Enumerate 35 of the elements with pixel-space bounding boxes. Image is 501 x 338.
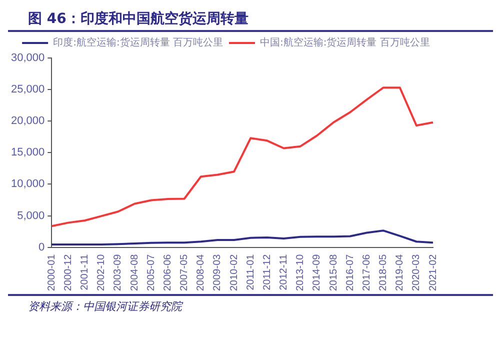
x-tick-label: 2000-12 bbox=[62, 254, 74, 292]
x-tick-label: 2014-09 bbox=[312, 254, 323, 292]
y-tick-label: 10,000 bbox=[10, 178, 45, 190]
x-tick-label: 2006-06 bbox=[162, 254, 174, 292]
chart-title: 图 46：印度和中国航空货运周转量 bbox=[8, 8, 493, 32]
y-tick-label: 5,000 bbox=[17, 210, 45, 222]
x-tick-label: 2012-11 bbox=[278, 254, 290, 290]
x-tick-label: 2017-06 bbox=[361, 254, 372, 292]
legend-label: 印度:航空运输:货运周转量 百万吨公里 bbox=[53, 36, 224, 49]
text: 资料来源：中国银河证券研究院 bbox=[28, 299, 184, 314]
x-tick-label: 2010-02 bbox=[228, 254, 240, 292]
x-tick-label: 2005-07 bbox=[146, 254, 157, 292]
x-tick-label: 2001-11 bbox=[80, 254, 91, 290]
x-tick-label: 2015-08 bbox=[328, 254, 340, 292]
y-tick-label: 30,000 bbox=[10, 52, 45, 64]
y-tick-label: 20,000 bbox=[10, 115, 45, 128]
x-tick-label: 2018-05 bbox=[378, 254, 390, 292]
x-tick-label: 2007-05 bbox=[179, 254, 190, 292]
y-tick-label: 25,000 bbox=[10, 84, 45, 96]
x-tick-label: 2000-01 bbox=[46, 254, 58, 292]
x-tick-label: 2002-10 bbox=[96, 254, 108, 292]
x-tick-label: 2016-07 bbox=[344, 254, 356, 292]
y-tick-label: 0 bbox=[38, 241, 45, 254]
x-tick-label: 2020-03 bbox=[411, 254, 422, 292]
x-tick-label: 2011-01 bbox=[245, 254, 256, 290]
x-tick-label: 2009-03 bbox=[212, 254, 224, 292]
x-tick-label: 2003-09 bbox=[112, 254, 124, 292]
x-tick-label: 2013-10 bbox=[295, 254, 306, 292]
x-tick-label: 2011-12 bbox=[262, 254, 273, 290]
y-tick-label: 15,000 bbox=[10, 146, 45, 159]
x-tick-label: 2019-04 bbox=[394, 254, 406, 292]
x-tick-label: 2021-02 bbox=[428, 254, 439, 292]
x-tick-label: 2004-08 bbox=[129, 254, 140, 292]
x-tick-label: 2008-04 bbox=[196, 254, 207, 292]
legend-label: 中国:航空运输:货运周转量 百万吨公里 bbox=[260, 36, 430, 49]
